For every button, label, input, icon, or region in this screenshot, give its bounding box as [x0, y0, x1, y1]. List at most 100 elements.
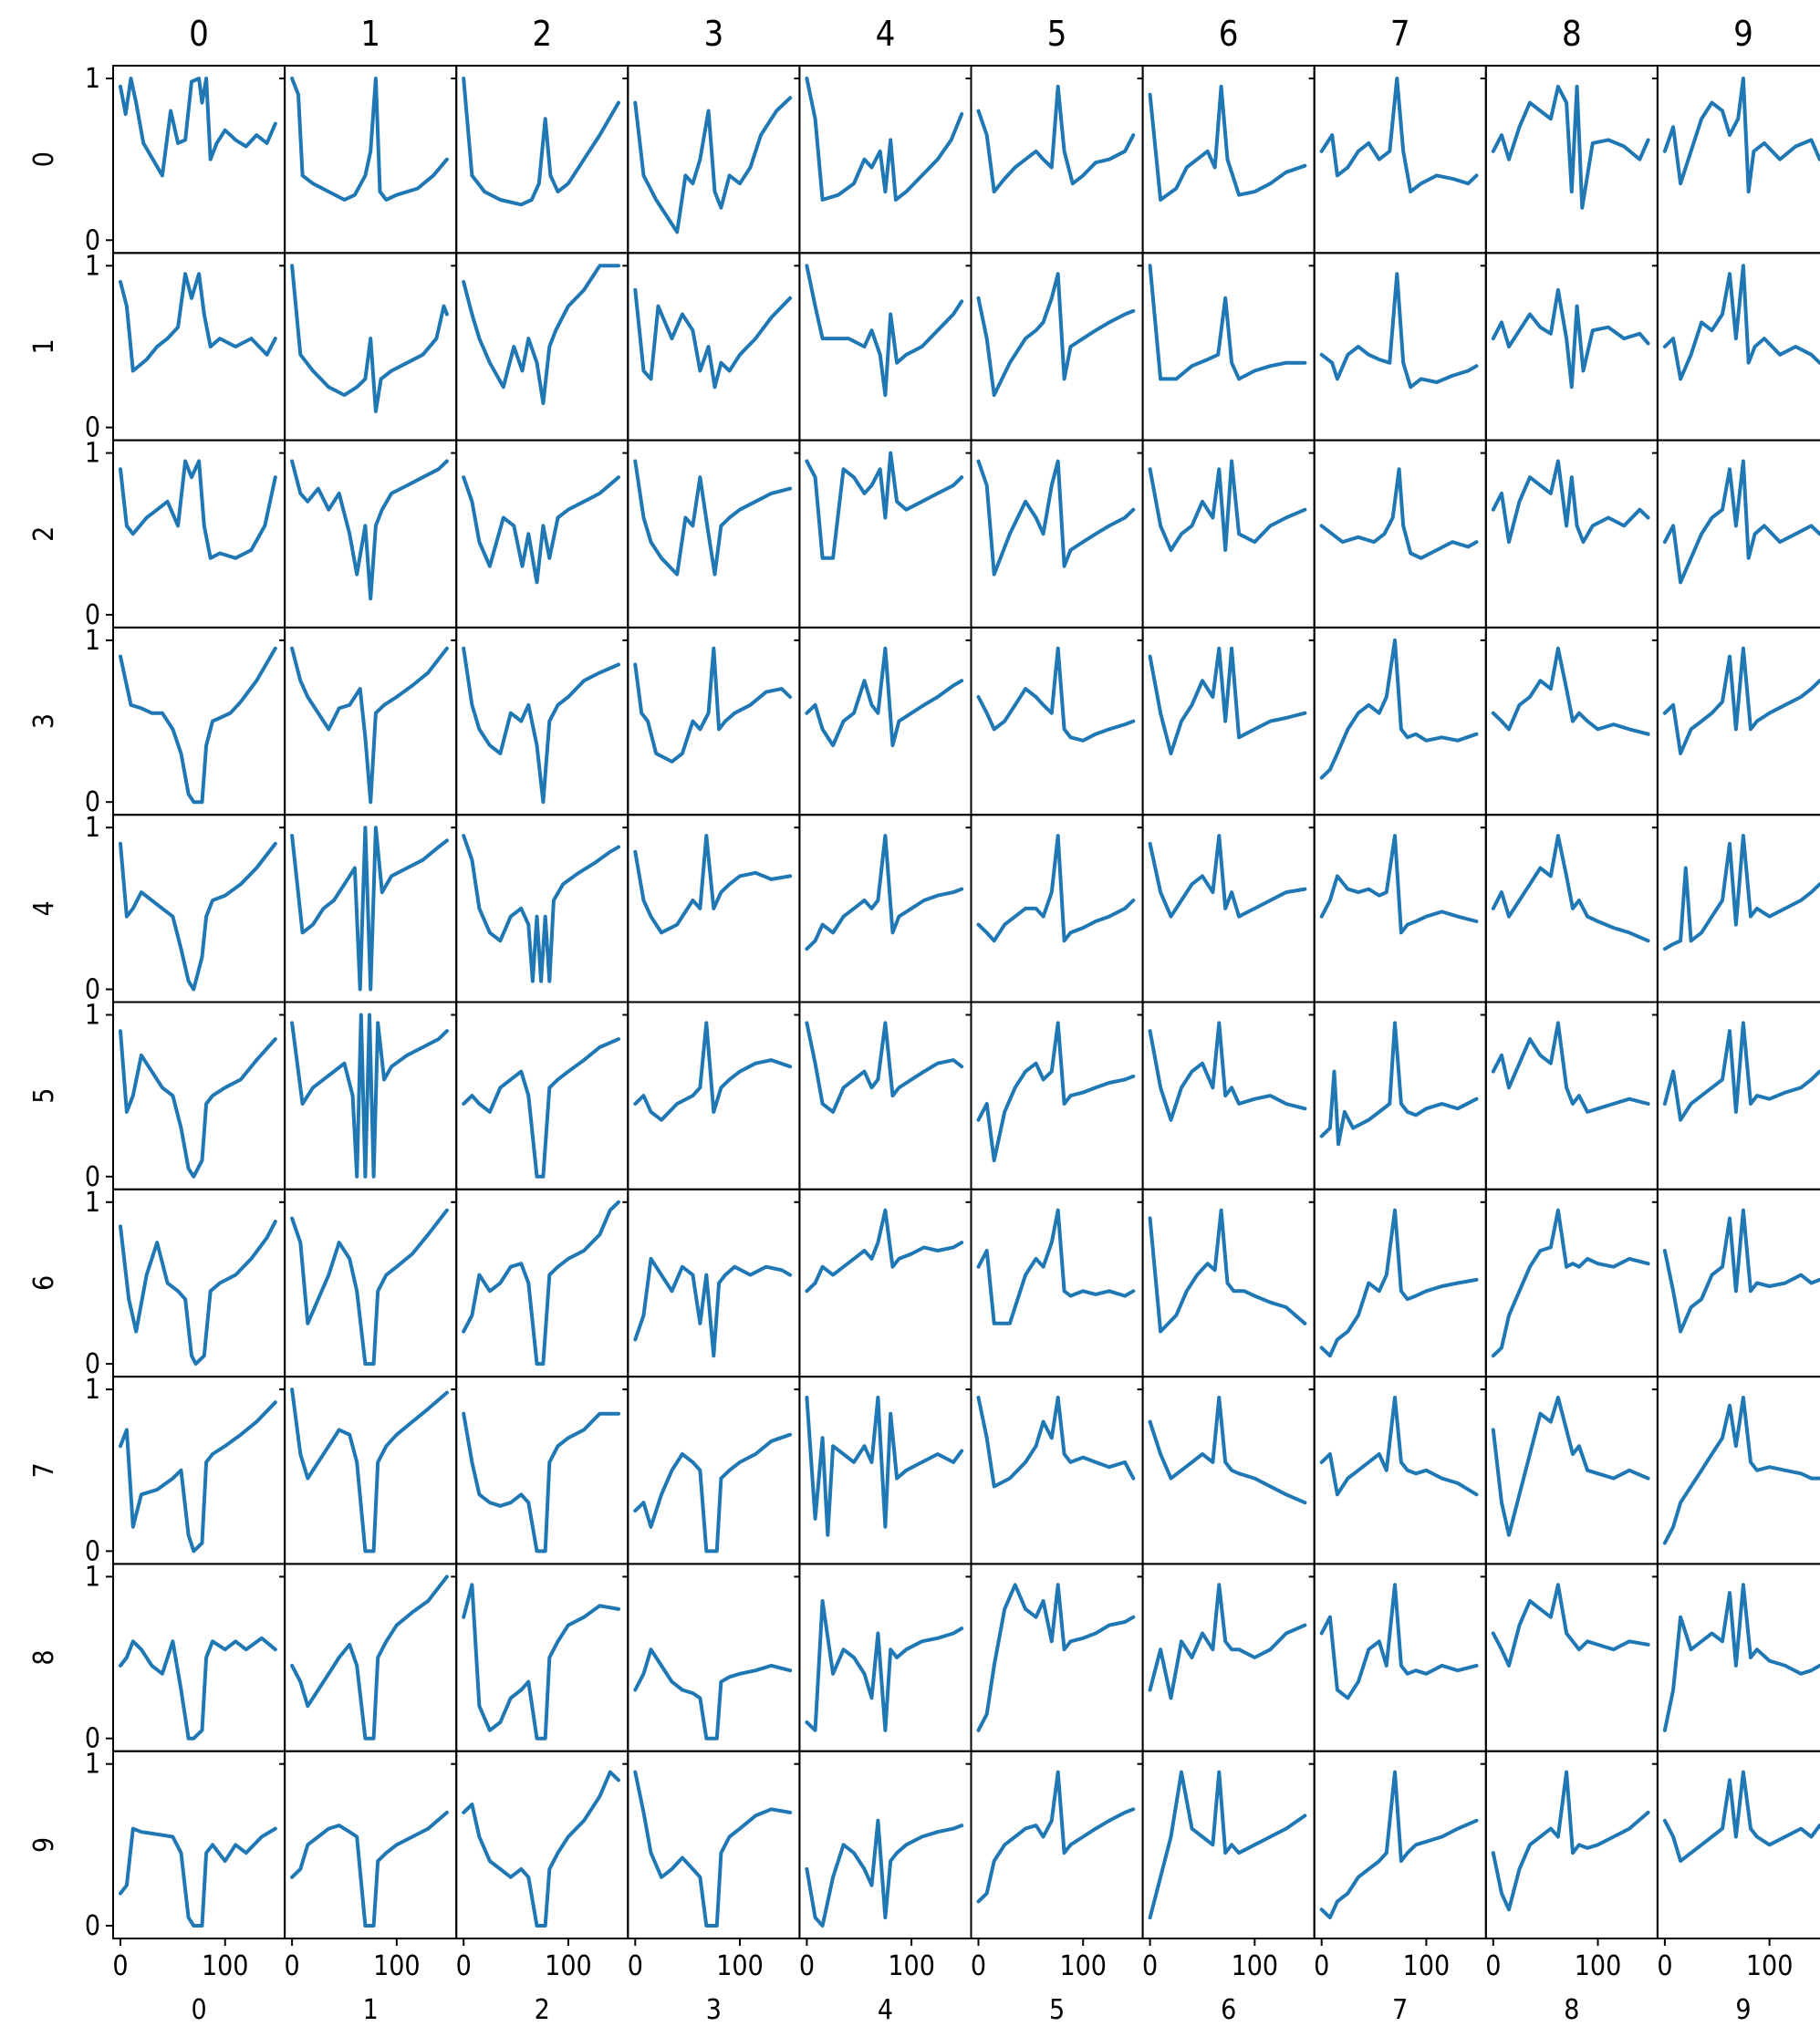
- panel-r9-c7: [1313, 1750, 1487, 1939]
- panel-r1-c5: [970, 252, 1144, 442]
- panel-r8-c8: [1484, 1563, 1659, 1752]
- series-line-r2-c3: [633, 459, 793, 577]
- y-tick-label-0: 0: [85, 1161, 100, 1193]
- panel-r3-c5: [970, 626, 1144, 816]
- series-line-r3-c0: [119, 646, 277, 805]
- column-label-5: 5: [1047, 14, 1067, 54]
- y-tick-label-0: 0: [85, 1348, 100, 1380]
- x-tick-label-0-1: 100: [202, 1950, 249, 1982]
- column-label-0: 0: [189, 14, 209, 54]
- panel-frame: [1656, 1750, 1820, 1939]
- panel-r0-c6: [1141, 65, 1316, 255]
- panel-r9-c4: [798, 1750, 972, 1939]
- panel-r5-c0: [112, 1001, 286, 1190]
- series-line-r1-c2: [462, 264, 620, 405]
- series-line-r8-c7: [1319, 1583, 1479, 1700]
- panel-r2-c0: [112, 439, 286, 629]
- y-tick-label-1: 1: [85, 812, 100, 844]
- panel-r8-c5: [970, 1563, 1144, 1752]
- y-tick-label-1: 1: [85, 1374, 100, 1406]
- panel-r3-c8: [1484, 626, 1659, 816]
- series-line-r9-c9: [1662, 1770, 1820, 1864]
- x-axis-title-0: 0: [191, 1994, 206, 2026]
- series-line-r8-c8: [1491, 1583, 1650, 1668]
- panel-r5-c4: [798, 1001, 972, 1190]
- row-label-6: 6: [28, 1275, 60, 1291]
- y-tick-label-0: 0: [85, 1535, 100, 1567]
- panel-r3-c4: [798, 626, 972, 816]
- series-line-r2-c6: [1148, 459, 1307, 552]
- series-line-r8-c4: [805, 1599, 964, 1732]
- panel-frame: [627, 439, 801, 629]
- column-label-3: 3: [703, 14, 723, 54]
- y-tick-label-1: 1: [85, 625, 100, 657]
- panel-r6-c8: [1484, 1188, 1659, 1378]
- series-line-r7-c7: [1319, 1396, 1479, 1497]
- series-line-r3-c1: [290, 646, 449, 805]
- panel-r0-c1: [284, 65, 458, 255]
- row-labels: 0 1 2 3 4 5 6 7 8 9: [28, 151, 60, 1853]
- panel-frame: [1656, 1188, 1820, 1378]
- column-label-8: 8: [1562, 14, 1582, 54]
- series-line-r6-c0: [119, 1220, 277, 1367]
- series-line-r1-c4: [805, 264, 964, 398]
- series-line-r4-c3: [633, 834, 793, 935]
- panel-r3-c2: [455, 626, 629, 816]
- y-tick-label-1: 1: [85, 250, 100, 282]
- series-line-r0-c8: [1491, 84, 1650, 210]
- y-tick-label-1: 1: [85, 1561, 100, 1593]
- y-tick-label-0: 0: [85, 412, 100, 444]
- panel-r0-c7: [1313, 65, 1487, 255]
- row-label-9: 9: [28, 1837, 60, 1853]
- series-line-r9-c2: [462, 1770, 620, 1928]
- panel-r7-c6: [1141, 1376, 1316, 1565]
- panel-r8-c2: [455, 1563, 629, 1752]
- x-tick-label-2-0: 0: [456, 1950, 472, 1982]
- panel-r9-c9: [1656, 1750, 1820, 1939]
- row-label-5: 5: [28, 1088, 60, 1104]
- series-line-r1-c3: [633, 287, 793, 390]
- panel-frame: [1484, 252, 1659, 442]
- panel-r5-c3: [627, 1001, 801, 1190]
- panel-frame: [455, 1563, 629, 1752]
- panel-r9-c1: [284, 1750, 458, 1939]
- panel-r5-c6: [1141, 1001, 1316, 1190]
- series-line-r9-c4: [805, 1818, 964, 1928]
- x-axis-title-1: 1: [363, 1994, 379, 2026]
- panel-r1-c4: [798, 252, 972, 442]
- x-tick-label-8-0: 0: [1485, 1950, 1501, 1982]
- series-line-r7-c2: [462, 1411, 620, 1554]
- x-axis-title-3: 3: [706, 1994, 722, 2026]
- panel-r4-c9: [1656, 814, 1820, 1003]
- panel-r4-c2: [455, 814, 629, 1003]
- panel-r8-c7: [1313, 1563, 1487, 1752]
- series-line-r1-c6: [1148, 264, 1307, 381]
- x-tick-label-9-1: 100: [1746, 1950, 1794, 1982]
- panel-r1-c6: [1141, 252, 1316, 442]
- series-line-r9-c6: [1148, 1770, 1307, 1920]
- panel-r2-c9: [1656, 439, 1820, 629]
- x-tick-label-6-1: 100: [1232, 1950, 1279, 1982]
- panel-r7-c0: [112, 1376, 286, 1565]
- series-line-r5-c8: [1491, 1021, 1650, 1114]
- panel-r6-c2: [455, 1188, 629, 1378]
- x-axis-title-4: 4: [878, 1994, 893, 2026]
- row-label-3: 3: [28, 713, 60, 729]
- series-line-r1-c8: [1491, 287, 1650, 390]
- series-line-r4-c2: [462, 834, 620, 983]
- panel-r2-c1: [284, 439, 458, 629]
- x-axis-title-2: 2: [535, 1994, 550, 2026]
- row-label-0: 0: [28, 151, 60, 167]
- panel-r6-c9: [1656, 1188, 1820, 1378]
- panel-r7-c5: [970, 1376, 1144, 1565]
- series-line-r5-c4: [805, 1021, 964, 1114]
- panel-r8-c4: [798, 1563, 972, 1752]
- row-label-2: 2: [28, 526, 60, 542]
- column-label-2: 2: [532, 14, 552, 54]
- panel-frame: [627, 1563, 801, 1752]
- x-axis-title-9: 9: [1735, 1994, 1751, 2026]
- series-line-r0-c4: [805, 77, 964, 202]
- column-label-9: 9: [1733, 14, 1753, 54]
- series-line-r7-c0: [119, 1400, 277, 1554]
